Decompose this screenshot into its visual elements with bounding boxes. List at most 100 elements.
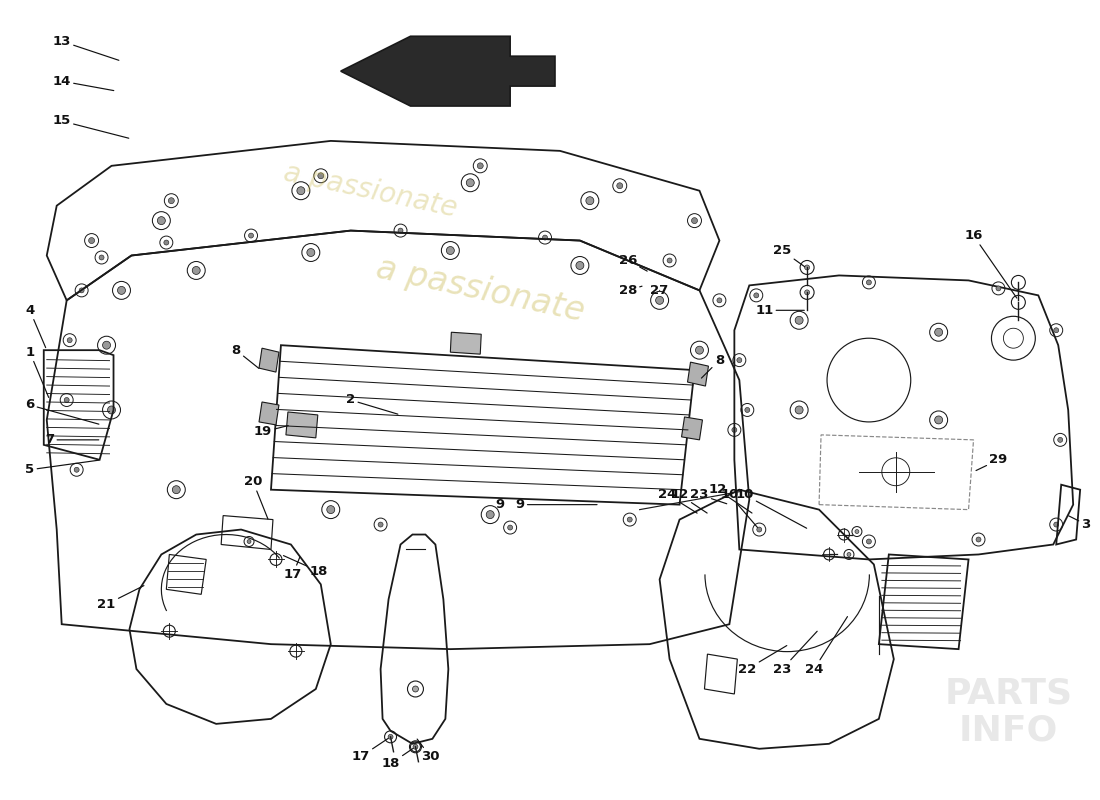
Circle shape xyxy=(118,286,125,294)
Circle shape xyxy=(586,197,594,205)
Text: 20: 20 xyxy=(244,475,268,519)
Polygon shape xyxy=(341,36,556,106)
Circle shape xyxy=(318,173,323,178)
Circle shape xyxy=(1054,522,1058,527)
Text: 9: 9 xyxy=(496,498,505,511)
Circle shape xyxy=(447,246,454,254)
Circle shape xyxy=(67,338,73,342)
Polygon shape xyxy=(258,402,279,425)
Text: 7: 7 xyxy=(45,434,99,446)
Circle shape xyxy=(89,238,95,243)
Text: 14: 14 xyxy=(53,74,113,90)
Circle shape xyxy=(248,539,251,543)
Circle shape xyxy=(327,506,334,514)
Circle shape xyxy=(412,744,418,750)
Circle shape xyxy=(388,734,393,739)
Circle shape xyxy=(867,280,871,285)
Circle shape xyxy=(99,255,104,260)
Text: 2: 2 xyxy=(346,394,398,414)
Text: 8: 8 xyxy=(702,354,724,378)
Text: 24: 24 xyxy=(659,488,697,513)
Circle shape xyxy=(542,235,548,240)
Circle shape xyxy=(804,290,810,295)
Circle shape xyxy=(795,316,803,324)
Circle shape xyxy=(108,406,115,414)
Circle shape xyxy=(79,288,84,293)
Circle shape xyxy=(656,296,663,304)
Text: 1: 1 xyxy=(25,346,48,398)
Circle shape xyxy=(757,527,762,532)
Circle shape xyxy=(486,510,494,518)
Text: 8: 8 xyxy=(231,344,258,368)
Circle shape xyxy=(168,198,174,204)
Text: 15: 15 xyxy=(53,114,129,138)
Circle shape xyxy=(976,537,981,542)
Circle shape xyxy=(398,228,403,233)
Text: 19: 19 xyxy=(254,426,288,438)
Circle shape xyxy=(1054,328,1058,333)
Text: 10: 10 xyxy=(720,488,758,527)
Polygon shape xyxy=(682,417,703,440)
Text: 23: 23 xyxy=(691,488,727,504)
Circle shape xyxy=(307,249,315,257)
Text: 22: 22 xyxy=(738,646,786,675)
Circle shape xyxy=(692,218,697,224)
Text: 13: 13 xyxy=(53,34,119,60)
Text: 18: 18 xyxy=(382,748,414,770)
Circle shape xyxy=(378,522,383,527)
Circle shape xyxy=(996,286,1001,291)
Circle shape xyxy=(667,258,672,263)
Text: 23: 23 xyxy=(773,631,817,675)
Circle shape xyxy=(249,233,253,238)
Polygon shape xyxy=(450,332,481,354)
Circle shape xyxy=(627,517,632,522)
Circle shape xyxy=(173,486,180,494)
Circle shape xyxy=(164,240,168,245)
Circle shape xyxy=(695,346,704,354)
Text: 26: 26 xyxy=(618,254,647,271)
Circle shape xyxy=(192,266,200,274)
Circle shape xyxy=(466,178,474,186)
Circle shape xyxy=(754,293,759,298)
Text: 18: 18 xyxy=(284,555,328,578)
Circle shape xyxy=(477,163,483,169)
Text: 10: 10 xyxy=(735,488,806,528)
Circle shape xyxy=(737,358,741,362)
Circle shape xyxy=(804,265,810,270)
Circle shape xyxy=(157,217,165,225)
Circle shape xyxy=(617,182,623,189)
Text: 11: 11 xyxy=(755,304,804,317)
Circle shape xyxy=(576,262,584,270)
Circle shape xyxy=(507,525,513,530)
Text: 12: 12 xyxy=(670,488,707,513)
Text: 9: 9 xyxy=(516,498,597,511)
Circle shape xyxy=(732,427,737,432)
Text: 5: 5 xyxy=(25,460,99,476)
Polygon shape xyxy=(258,348,279,372)
Circle shape xyxy=(64,398,69,402)
Circle shape xyxy=(935,328,943,336)
Text: 21: 21 xyxy=(98,586,144,610)
Text: 12: 12 xyxy=(708,483,752,513)
Text: 17: 17 xyxy=(352,738,388,763)
Text: 6: 6 xyxy=(25,398,99,424)
Text: 28: 28 xyxy=(618,284,642,297)
Circle shape xyxy=(867,539,871,544)
Text: 27: 27 xyxy=(650,284,669,297)
Text: 4: 4 xyxy=(25,304,46,348)
Circle shape xyxy=(412,686,418,692)
Circle shape xyxy=(745,407,750,413)
Text: 30: 30 xyxy=(417,739,440,763)
Circle shape xyxy=(855,530,859,534)
Circle shape xyxy=(795,406,803,414)
Circle shape xyxy=(847,553,851,557)
Text: 24: 24 xyxy=(805,617,847,675)
Text: 16: 16 xyxy=(965,229,1016,298)
Text: INFO: INFO xyxy=(959,714,1058,748)
Text: a passionate: a passionate xyxy=(373,252,587,329)
Text: 29: 29 xyxy=(976,454,1008,470)
Text: a passionate: a passionate xyxy=(282,158,460,223)
Circle shape xyxy=(717,298,722,303)
Circle shape xyxy=(1058,438,1063,442)
Text: 3: 3 xyxy=(1069,516,1091,531)
